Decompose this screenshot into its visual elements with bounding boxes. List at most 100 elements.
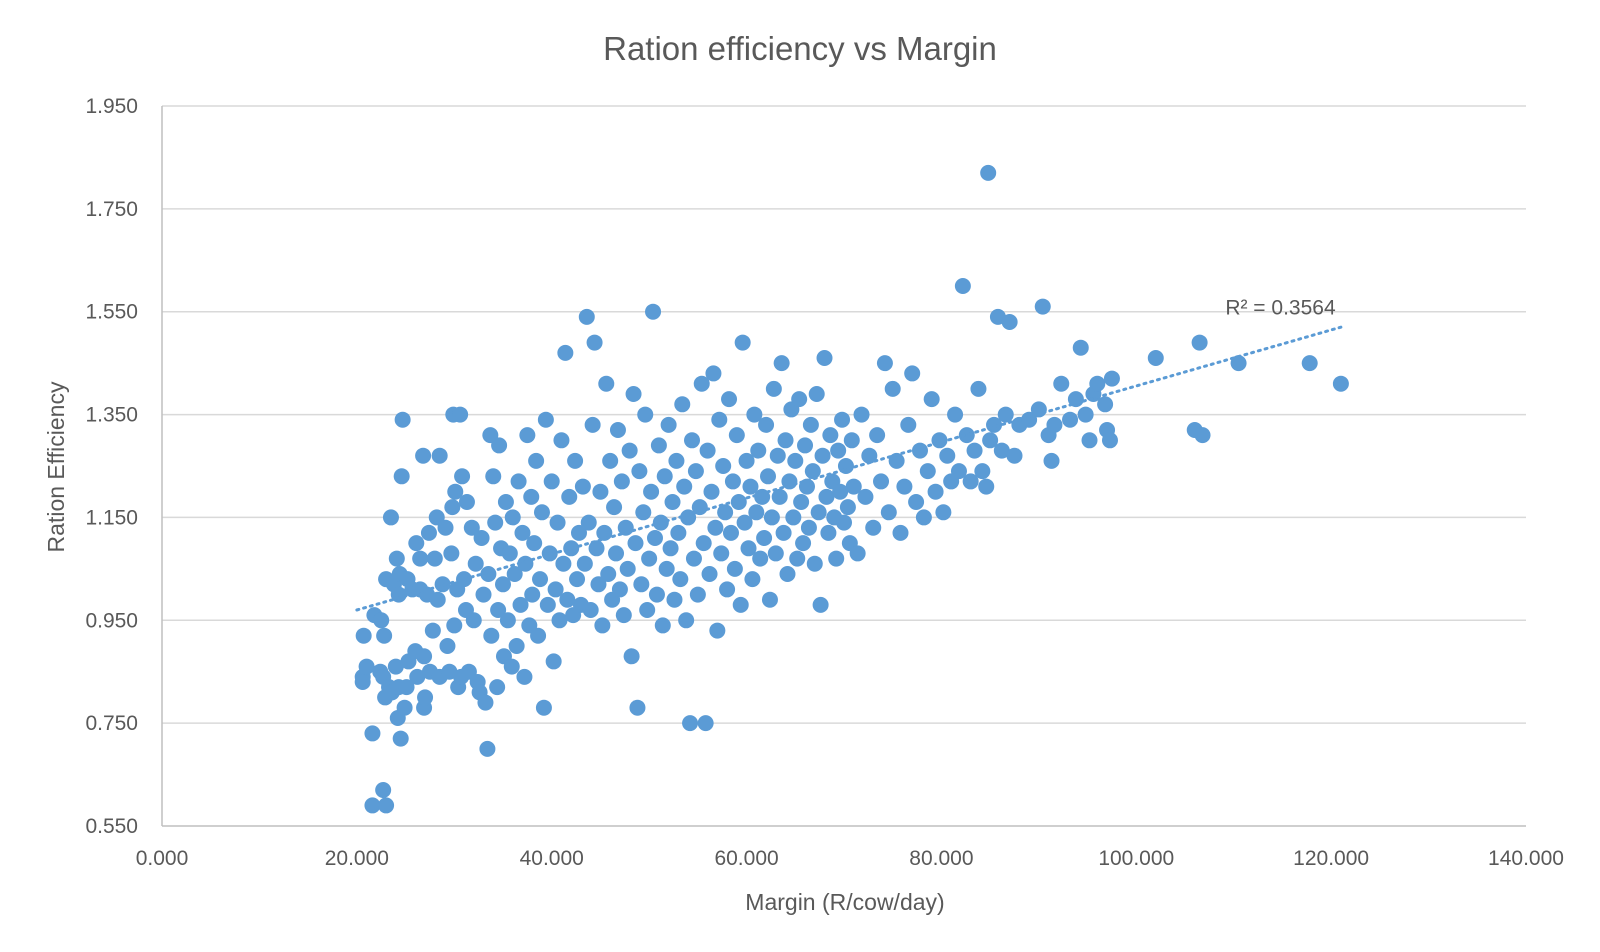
data-point	[787, 452, 804, 469]
data-point	[873, 473, 890, 490]
data-point	[789, 550, 806, 567]
data-point	[631, 463, 648, 480]
data-point	[454, 468, 471, 485]
data-point	[962, 473, 979, 490]
data-point	[668, 452, 685, 469]
data-point	[1021, 411, 1038, 428]
x-tick-label: 0.000	[136, 847, 189, 870]
data-point	[580, 514, 597, 531]
data-point	[539, 596, 556, 613]
data-point	[392, 730, 409, 747]
data-point	[734, 334, 751, 351]
data-point	[635, 504, 652, 521]
data-point	[954, 278, 971, 294]
trendline-group: R² = 0.3564	[355, 296, 1343, 612]
data-point	[785, 509, 802, 526]
data-point	[354, 674, 371, 690]
data-point	[779, 566, 796, 582]
data-point	[1089, 375, 1106, 392]
data-point	[915, 509, 932, 526]
data-point	[908, 494, 925, 510]
data-point	[557, 344, 574, 361]
y-tick-label: 0.550	[85, 815, 138, 838]
data-point	[993, 442, 1010, 459]
data-point	[832, 483, 849, 500]
data-point	[592, 483, 609, 500]
data-point	[843, 432, 860, 449]
data-point	[861, 447, 878, 464]
data-point	[578, 308, 595, 325]
data-point	[570, 524, 587, 541]
data-point	[458, 494, 475, 510]
data-point	[394, 411, 411, 428]
data-point	[491, 437, 508, 454]
x-tick-label: 120.000	[1293, 847, 1369, 870]
data-point	[443, 545, 460, 562]
data-points	[354, 164, 1349, 814]
data-point	[950, 463, 967, 480]
data-point	[742, 478, 759, 495]
data-point	[896, 478, 913, 495]
data-point	[641, 550, 658, 567]
data-point	[452, 406, 469, 423]
data-point	[439, 638, 456, 654]
data-point	[810, 504, 827, 521]
data-point	[808, 386, 825, 402]
data-point	[582, 602, 599, 618]
data-point	[695, 535, 712, 552]
data-point	[497, 494, 514, 510]
data-point	[947, 406, 964, 423]
data-point	[719, 581, 736, 598]
data-point	[767, 545, 784, 562]
data-point	[574, 478, 591, 495]
data-point	[904, 365, 921, 382]
data-point	[508, 638, 525, 654]
data-point	[687, 463, 704, 480]
data-point	[643, 483, 660, 500]
data-point	[648, 586, 665, 603]
data-point	[501, 545, 518, 562]
data-point	[816, 350, 833, 366]
data-point	[795, 535, 812, 552]
data-point	[479, 740, 496, 757]
data-point	[490, 602, 507, 618]
data-point	[900, 416, 917, 433]
data-point	[703, 483, 720, 500]
data-point	[602, 452, 619, 469]
data-point	[1046, 416, 1063, 433]
data-point	[387, 658, 404, 675]
data-point	[1147, 350, 1164, 366]
data-point	[713, 545, 730, 562]
data-point	[970, 380, 987, 397]
data-point	[935, 504, 952, 521]
data-point	[559, 591, 576, 608]
data-point	[777, 432, 794, 449]
data-point	[857, 488, 874, 505]
data-point	[662, 540, 679, 557]
data-point	[697, 715, 714, 732]
y-tick-label: 1.550	[85, 301, 138, 324]
data-point	[364, 725, 381, 742]
data-point	[499, 612, 516, 629]
data-point	[594, 617, 611, 634]
y-tick-label: 0.950	[85, 609, 138, 632]
data-point	[804, 463, 821, 480]
data-point	[701, 566, 718, 582]
data-point	[551, 612, 568, 629]
data-point	[617, 519, 634, 536]
data-point	[376, 627, 393, 644]
data-point	[444, 499, 461, 516]
data-point	[437, 519, 454, 536]
data-point	[1062, 411, 1079, 428]
data-point	[670, 524, 687, 541]
data-point	[415, 447, 432, 464]
data-point	[763, 509, 780, 526]
data-point	[660, 416, 677, 433]
data-point	[1097, 396, 1114, 413]
data-point	[533, 504, 550, 521]
data-point	[717, 504, 734, 521]
data-point	[637, 406, 654, 423]
data-point	[650, 437, 667, 454]
data-point	[1072, 339, 1089, 356]
